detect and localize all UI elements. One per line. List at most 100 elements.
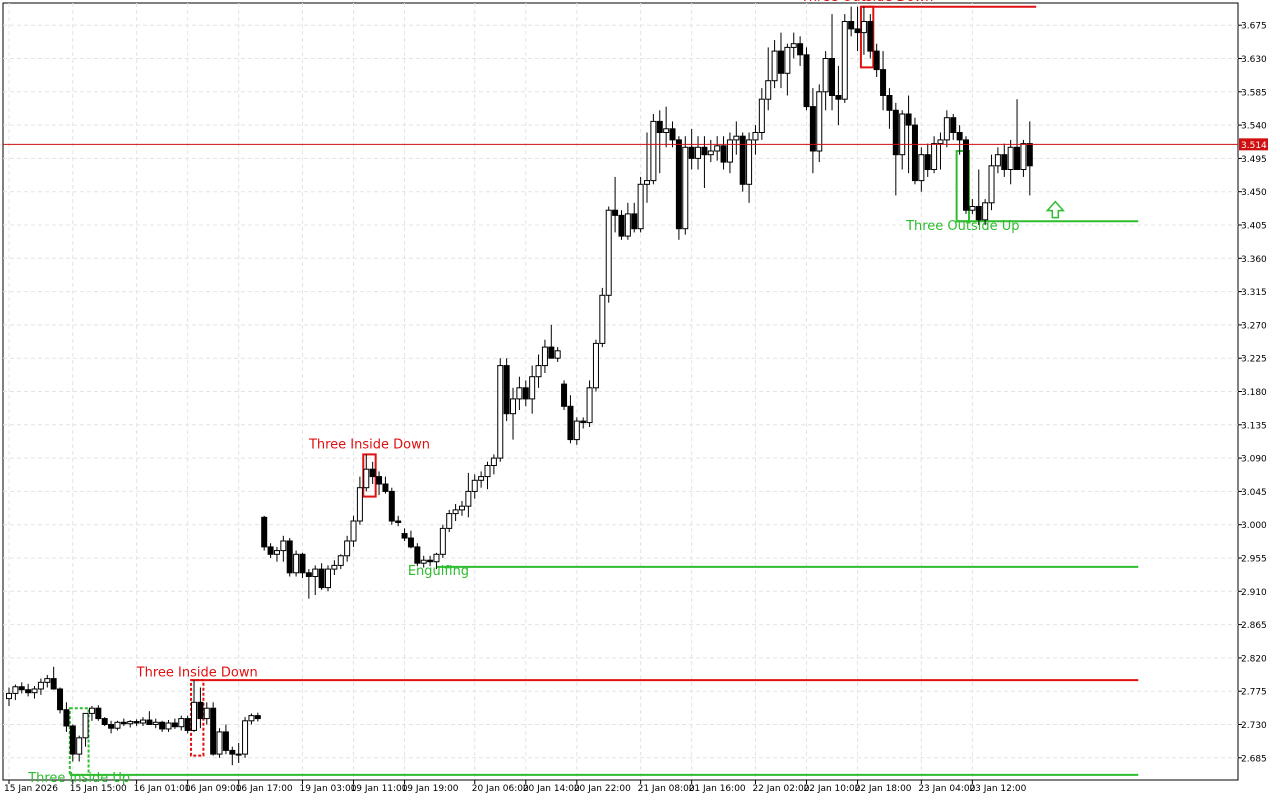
candle-bear	[159, 721, 166, 730]
candles	[6, 6, 1033, 766]
grid-lines	[3, 3, 1238, 780]
candle-bull	[695, 146, 702, 159]
candle-bear	[50, 678, 57, 690]
y-tick-label: 3.315	[1241, 288, 1267, 298]
y-tick-label: 3.270	[1241, 321, 1267, 331]
candle-bear	[777, 50, 784, 74]
y-tick-label: 3.630	[1241, 55, 1267, 65]
candle-bear	[950, 117, 957, 133]
candle-bear	[561, 383, 568, 407]
candle-bull	[344, 540, 351, 557]
candle-bear	[809, 106, 816, 152]
candle-bear	[835, 95, 842, 100]
candle-bear	[956, 132, 963, 141]
candle-bear	[797, 43, 804, 56]
candle-bull	[931, 143, 938, 171]
candle-bear	[892, 109, 899, 156]
candle-bull	[752, 132, 759, 141]
candle-bear	[829, 58, 836, 96]
candle-bull	[637, 183, 644, 230]
x-tick-label: 19 Jan 03:00	[299, 784, 356, 794]
candle-bear	[669, 128, 676, 141]
candle-bear	[567, 405, 574, 441]
candle-bear	[631, 213, 638, 230]
candle-bull	[816, 91, 823, 152]
x-tick-label: 19 Jan 19:00	[402, 784, 459, 794]
candle-bull	[248, 715, 255, 722]
candle-bear	[924, 154, 931, 170]
candle-bull	[1007, 146, 1014, 171]
x-tick-label: 20 Jan 14:00	[523, 784, 580, 794]
candle-bull	[484, 465, 491, 478]
y-tick-label: 3.000	[1241, 521, 1267, 531]
candle-bull	[114, 721, 121, 729]
arrow-up-icon	[1045, 200, 1065, 219]
candle-bull	[12, 686, 19, 694]
candle-bull	[31, 688, 38, 694]
candle-bear	[548, 346, 555, 359]
candle-bull	[746, 139, 753, 185]
candle-bull	[644, 180, 650, 185]
candle-bear	[101, 718, 108, 726]
y-tick-label: 2.865	[1241, 621, 1267, 631]
candle-bull	[573, 420, 580, 441]
candle-bear	[739, 135, 746, 185]
candle-bear	[848, 21, 855, 30]
candle-bear	[146, 719, 153, 725]
candle-bull	[822, 58, 829, 93]
candle-bear	[886, 95, 893, 111]
candle-bull	[490, 457, 497, 467]
candle-bull	[790, 43, 797, 48]
x-tick-label: 16 Jan 09:00	[185, 784, 242, 794]
candle-bear	[656, 120, 663, 134]
candle-bull	[235, 753, 242, 756]
candle-bull	[663, 128, 670, 134]
y-tick-label: 3.675	[1241, 22, 1267, 32]
x-tick-label: 21 Jan 08:00	[638, 784, 695, 794]
candle-bear	[414, 546, 421, 564]
candle-bull	[452, 509, 459, 515]
candle-bear	[905, 113, 912, 126]
y-tick-label: 3.045	[1241, 488, 1267, 498]
y-tick-label: 3.450	[1241, 188, 1267, 198]
x-tick-label: 19 Jan 11:00	[351, 784, 408, 794]
y-tick-label: 3.180	[1241, 388, 1267, 398]
candle-bull	[918, 154, 925, 182]
candle-bear	[873, 50, 880, 71]
candle-bear	[618, 214, 625, 237]
candle-bear	[522, 387, 529, 400]
candle-bear	[854, 28, 861, 34]
candle-bear	[254, 715, 261, 720]
candle-bear	[133, 721, 140, 724]
current-price-tag: 3.514	[1239, 138, 1268, 151]
candle-bull	[624, 213, 631, 237]
candle-bull	[478, 476, 485, 481]
candle-bull	[280, 540, 287, 552]
candle-bull	[471, 479, 478, 492]
candle-bear	[63, 709, 70, 727]
candle-bull	[969, 206, 976, 211]
candle-bear	[911, 124, 918, 182]
candle-bull	[497, 365, 504, 459]
candle-bull	[178, 718, 185, 728]
pattern-label: Engulfing	[408, 564, 469, 579]
candle-bull	[420, 559, 427, 564]
candle-bear	[57, 688, 64, 711]
candle-bull	[139, 719, 146, 724]
candle-bull	[860, 21, 867, 34]
candle-bear	[286, 540, 293, 574]
candle-bear	[120, 721, 127, 725]
candle-bear	[395, 520, 402, 523]
candle-bull	[994, 154, 1001, 167]
candle-bear	[427, 559, 434, 563]
pattern-label: Three Inside Down	[136, 665, 258, 680]
candle-bull	[446, 513, 453, 529]
y-tick-label: 3.360	[1241, 255, 1267, 265]
candle-bear	[261, 516, 268, 548]
candle-bull	[88, 707, 95, 714]
candle-bear	[701, 146, 708, 156]
candle-bear	[803, 54, 810, 108]
candle-bear	[503, 365, 510, 415]
